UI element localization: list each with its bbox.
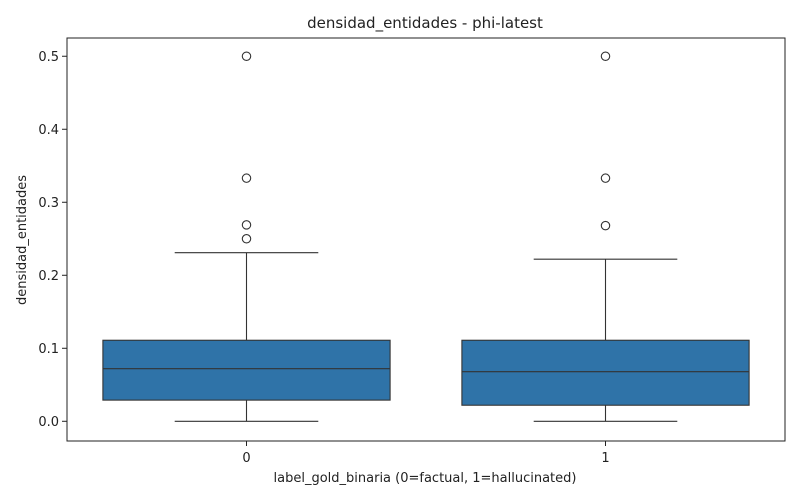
outlier-point [241, 173, 252, 183]
y-tick-label: 0.0 [38, 415, 59, 430]
outlier-point [241, 234, 252, 244]
y-tick-label: 0.5 [38, 50, 59, 65]
x-tick-label: 1 [601, 451, 609, 466]
plot-area: 0.0 0.1 0.2 0.3 0.4 0.5 0 1 [38, 37, 786, 466]
outlier-point [600, 173, 611, 183]
y-tick-label: 0.2 [38, 269, 59, 284]
outlier-point [600, 51, 611, 62]
x-axis-label: label_gold_binaria (0=factual, 1=halluci… [274, 471, 577, 486]
outlier-point [241, 51, 252, 62]
iqr-box [102, 339, 391, 401]
outlier-point [241, 220, 252, 230]
outlier-point [600, 220, 611, 231]
x-tick-label: 0 [242, 451, 250, 466]
y-tick-label: 0.4 [38, 123, 59, 138]
iqr-box [461, 339, 750, 406]
chart-title: densidad_entidades - phi-latest [307, 14, 543, 33]
plot-frame [66, 37, 786, 442]
y-axis-label: densidad_entidades [15, 175, 30, 305]
y-tick-label: 0.1 [38, 342, 59, 357]
y-tick-label: 0.3 [38, 196, 59, 211]
